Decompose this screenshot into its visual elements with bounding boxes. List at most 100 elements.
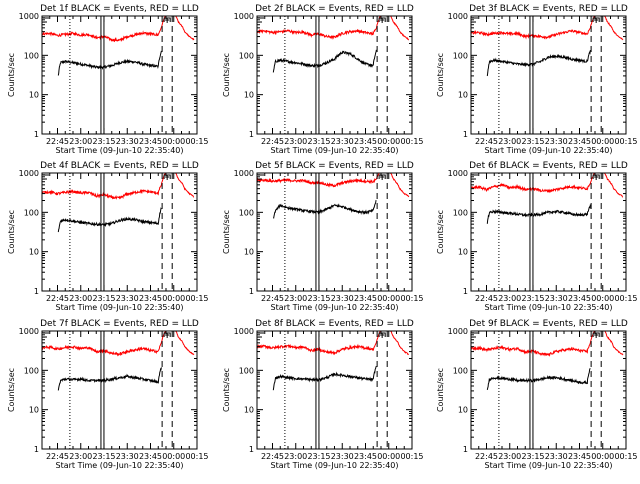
- x-tick-label: 22:45: [475, 452, 498, 461]
- panel-det8: Det 8f BLACK = Events, RED = LLD 1 10 100 10…: [222, 319, 424, 470]
- y-tick-label: 1: [34, 287, 39, 296]
- x-tick-label: 23:15: [92, 294, 115, 303]
- panel-title: Det 4f BLACK = Events, RED = LLD: [40, 161, 199, 171]
- x-tick-label: 23:30: [545, 137, 568, 146]
- plot-frame: [41, 172, 198, 292]
- panel-title: Det 2f BLACK = Events, RED = LLD: [255, 4, 414, 14]
- x-axis-label: Start Time (09-Jun-10 22:35:40): [56, 461, 184, 470]
- series-group: [42, 331, 195, 391]
- y-axis-label: Counts/sec: [222, 210, 231, 254]
- flare-interval-marker: [163, 332, 171, 338]
- x-tick-label: 23:45: [139, 137, 162, 146]
- y-axis-label: Counts/sec: [7, 210, 16, 254]
- panel-title: Det 3f BLACK = Events, RED = LLD: [469, 4, 628, 14]
- y-tick-label: 1000: [234, 169, 254, 178]
- x-tick-label: 23:30: [545, 294, 568, 303]
- y-tick-label: 10: [244, 406, 254, 415]
- y-tick-label: 1000: [19, 12, 39, 21]
- x-tick-label: 00:15: [400, 452, 423, 461]
- x-axis-label: Start Time (09-Jun-10 22:35:40): [485, 146, 613, 155]
- flare-interval-marker: [163, 17, 171, 23]
- x-tick-label: 23:45: [354, 452, 377, 461]
- y-tick-label: 100: [24, 51, 39, 60]
- series-line-events: [272, 49, 377, 73]
- series-group: [471, 173, 624, 224]
- x-tick-label: 00:15: [614, 137, 637, 146]
- series-line-lld: [257, 173, 410, 198]
- panel-det9: Det 9f BLACK = Events, RED = LLD 1 10 100 10…: [436, 319, 638, 470]
- flare-interval-marker: [378, 17, 386, 23]
- y-axis-label: Counts/sec: [436, 210, 445, 254]
- x-tick-label: 23:00: [69, 452, 92, 461]
- panel-title: Det 6f BLACK = Events, RED = LLD: [469, 161, 628, 171]
- panel-det3: Det 3f BLACK = Events, RED = LLD 1 10 100 10…: [436, 4, 638, 155]
- x-tick-label: 23:00: [498, 452, 521, 461]
- x-tick-label: 23:00: [498, 294, 521, 303]
- series-line-lld: [42, 16, 195, 43]
- y-tick-label: 1: [463, 130, 468, 139]
- x-tick-label: 23:30: [116, 137, 139, 146]
- y-axis-label: Counts/sec: [436, 53, 445, 97]
- series-line-lld: [257, 331, 410, 356]
- x-tick-label: 23:00: [498, 137, 521, 146]
- x-tick-label: 23:45: [568, 137, 591, 146]
- plot-frame: [41, 330, 198, 450]
- panel-det2: Det 2f BLACK = Events, RED = LLD 1 10 100 10…: [222, 4, 424, 155]
- series-line-events: [57, 207, 162, 233]
- y-tick-label: 1: [34, 445, 39, 454]
- flare-interval-marker: [378, 332, 386, 338]
- series-line-lld: [471, 16, 624, 41]
- x-tick-label: 00:15: [185, 294, 208, 303]
- y-tick-label: 1000: [19, 169, 39, 178]
- series-line-events: [486, 367, 591, 391]
- x-tick-label: 00:00: [377, 294, 400, 303]
- x-axis-label: Start Time (09-Jun-10 22:35:40): [271, 303, 399, 312]
- x-tick-label: 00:00: [162, 137, 185, 146]
- x-tick-label: 00:15: [185, 137, 208, 146]
- x-tick-label: 00:15: [185, 452, 208, 461]
- x-tick-label: 23:30: [331, 452, 354, 461]
- series-group: [42, 173, 195, 233]
- series-line-lld: [471, 331, 624, 357]
- panel-title: Det 1f BLACK = Events, RED = LLD: [40, 4, 199, 14]
- x-tick-label: 00:00: [591, 452, 614, 461]
- y-tick-label: 100: [453, 51, 468, 60]
- series-group: [42, 16, 195, 76]
- x-tick-label: 00:00: [591, 294, 614, 303]
- y-tick-label: 100: [24, 366, 39, 375]
- flare-interval-marker: [592, 332, 600, 338]
- y-tick-label: 100: [453, 208, 468, 217]
- y-tick-label: 1000: [448, 12, 468, 21]
- series-line-lld: [257, 16, 409, 41]
- x-tick-label: 00:00: [377, 452, 400, 461]
- y-tick-label: 10: [458, 91, 468, 100]
- y-tick-label: 1: [249, 130, 254, 139]
- x-tick-label: 23:15: [521, 452, 544, 461]
- x-axis-label: Start Time (09-Jun-10 22:35:40): [56, 303, 184, 312]
- x-tick-label: 22:45: [261, 137, 284, 146]
- series-group: [471, 331, 624, 391]
- x-tick-label: 23:00: [284, 137, 307, 146]
- y-tick-label: 100: [239, 366, 254, 375]
- y-tick-label: 1: [463, 287, 468, 296]
- x-tick-label: 23:45: [139, 294, 162, 303]
- series-line-lld: [42, 331, 195, 357]
- x-tick-label: 23:15: [521, 137, 544, 146]
- x-axis-label: Start Time (09-Jun-10 22:35:40): [56, 146, 184, 155]
- series-line-events: [57, 367, 162, 391]
- y-tick-label: 1: [463, 445, 468, 454]
- x-tick-label: 23:15: [92, 452, 115, 461]
- flare-interval-marker: [163, 174, 171, 180]
- x-tick-label: 00:15: [400, 137, 423, 146]
- y-tick-label: 100: [453, 366, 468, 375]
- y-axis-label: Counts/sec: [436, 368, 445, 412]
- x-axis-label: Start Time (09-Jun-10 22:35:40): [271, 461, 399, 470]
- x-tick-label: 23:30: [331, 137, 354, 146]
- x-tick-label: 23:30: [116, 452, 139, 461]
- y-tick-label: 10: [29, 91, 39, 100]
- y-tick-label: 1000: [234, 327, 254, 336]
- flare-interval-marker: [378, 174, 386, 180]
- x-tick-label: 23:00: [284, 452, 307, 461]
- x-tick-label: 23:15: [521, 294, 544, 303]
- x-tick-label: 23:30: [331, 294, 354, 303]
